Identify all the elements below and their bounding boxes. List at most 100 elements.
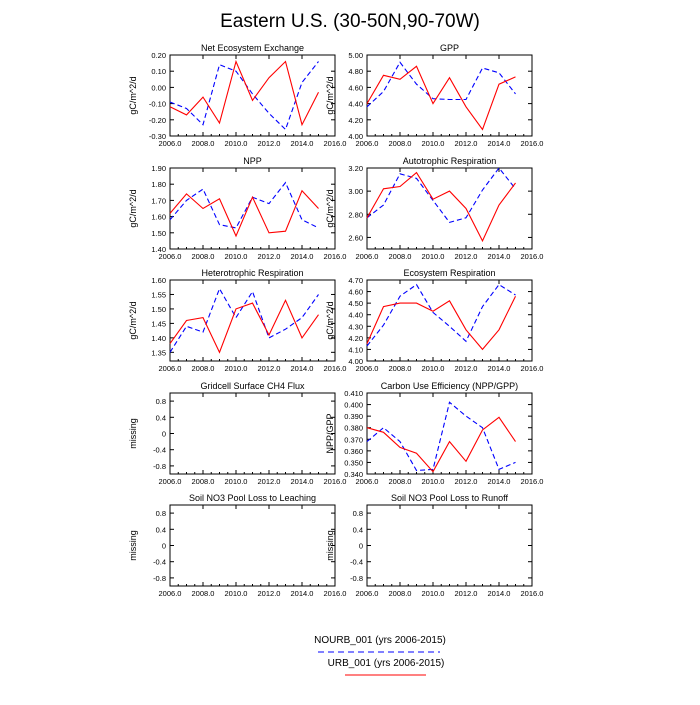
x-tick-label: 2006.0 [159,139,182,148]
y-tick-label: 0.00 [151,83,166,92]
x-tick-label: 2008.0 [389,252,412,261]
series-line-urb [169,189,319,238]
y-tick-label: 1.35 [151,348,166,357]
x-tick-label: 2008.0 [389,477,412,486]
chart-panel-10: Soil NO3 Pool Loss to Runoff missing 2006.… [325,493,543,598]
x-tick-label: 2014.0 [488,477,511,486]
y-tick-label: 1.80 [151,180,166,189]
y-tick-label: 4.50 [348,299,363,308]
y-tick-label: 5.00 [348,51,363,60]
y-tick-label: 0 [162,542,166,551]
x-tick-label: 2016.0 [521,364,544,373]
y-tick-label: 0.360 [344,447,363,456]
series-line-urb [169,298,319,354]
x-tick-label: 2008.0 [192,139,215,148]
y-tick-label: 0 [162,430,166,439]
x-tick-label: 2010.0 [225,252,248,261]
x-tick-label: 2006.0 [159,252,182,261]
x-tick-label: 2006.0 [356,589,379,598]
series-line-nourb [169,61,319,131]
y-tick-label: 0.20 [151,51,166,60]
series-line-urb [366,65,516,131]
x-tick-label: 2008.0 [389,589,412,598]
x-tick-label: 2006.0 [356,252,379,261]
y-tick-label: 1.55 [151,290,166,299]
y-tick-label: 1.40 [151,245,166,254]
y-tick-label: 1.60 [151,276,166,285]
x-tick-label: 2014.0 [291,252,314,261]
x-tick-label: 2008.0 [192,364,215,373]
series-line-urb [366,171,516,243]
y-tick-label: 0.4 [156,413,166,422]
x-tick-label: 2010.0 [422,477,445,486]
x-tick-label: 2014.0 [488,139,511,148]
x-tick-label: 2012.0 [258,589,281,598]
y-tick-label: 0.400 [344,401,363,410]
panel-title: Net Ecosystem Exchange [201,43,304,53]
y-tick-label: -0.8 [153,462,166,471]
legend-urb-label: URB_001 (yrs 2006-2015) [328,658,445,669]
y-tick-label: 1.90 [151,164,166,173]
y-tick-label: 4.60 [348,288,363,297]
x-tick-label: 2010.0 [225,364,248,373]
series-line-nourb [169,287,319,353]
x-tick-label: 2008.0 [192,589,215,598]
y-tick-label: 4.70 [348,276,363,285]
y-tick-label: 0.4 [156,525,166,534]
y-axis-label: gC/m^2/d [325,301,335,339]
y-tick-label: 1.70 [151,196,166,205]
series-line-nourb [366,283,516,347]
x-tick-label: 2016.0 [324,364,347,373]
x-tick-label: 2010.0 [422,252,445,261]
y-tick-label: 0.370 [344,435,363,444]
panel-title: Autotrophic Respiration [403,156,497,166]
plot-frame [169,167,336,250]
x-tick-label: 2010.0 [422,139,445,148]
x-tick-label: 2006.0 [356,364,379,373]
y-tick-label: 1.50 [151,229,166,238]
y-tick-label: 2.60 [348,233,363,242]
y-tick-label: 4.30 [348,322,363,331]
x-tick-label: 2006.0 [159,477,182,486]
x-tick-label: 2010.0 [225,139,248,148]
chart-panel-2: GPP gC/m^2/d 2006.0 2008.0 2010.0 2012.0 2014.… [325,43,543,148]
series-line-urb [366,295,516,351]
y-axis-label: gC/m^2/d [325,76,335,114]
x-tick-label: 2010.0 [225,589,248,598]
y-axis-label: missing [325,530,335,561]
x-tick-label: 2014.0 [488,364,511,373]
plot-frame [366,392,533,475]
x-tick-label: 2012.0 [455,477,478,486]
plot-frame [366,504,533,587]
y-tick-label: 0.350 [344,458,363,467]
y-tick-label: 4.00 [348,132,363,141]
y-tick-label: -0.4 [153,558,166,567]
y-tick-label: 0.410 [344,389,363,398]
panels: Net Ecosystem Exchange gC/m^2/d 2006.0 2008… [128,43,543,598]
x-tick-label: 2012.0 [258,252,281,261]
x-tick-label: 2008.0 [389,364,412,373]
y-tick-label: 4.20 [348,116,363,125]
y-tick-label: 1.45 [151,319,166,328]
x-tick-label: 2006.0 [356,139,379,148]
x-tick-label: 2016.0 [521,477,544,486]
plot-frame [169,279,336,362]
panel-title: Soil NO3 Pool Loss to Runoff [391,493,508,503]
panel-title: GPP [440,43,459,53]
y-tick-label: 4.20 [348,334,363,343]
x-tick-label: 2016.0 [324,252,347,261]
y-axis-label: gC/m^2/d [128,76,138,114]
x-tick-label: 2006.0 [159,589,182,598]
series-line-urb [169,59,319,127]
y-tick-label: -0.4 [350,558,363,567]
y-axis-label: NPP/GPP [325,413,335,453]
x-tick-label: 2012.0 [455,139,478,148]
y-axis-label: gC/m^2/d [128,301,138,339]
y-tick-label: 0.8 [353,509,363,518]
x-tick-label: 2008.0 [192,252,215,261]
x-tick-label: 2006.0 [356,477,379,486]
x-tick-label: 2010.0 [225,477,248,486]
x-tick-label: 2012.0 [258,477,281,486]
y-tick-label: -0.8 [350,574,363,583]
x-tick-label: 2012.0 [455,364,478,373]
